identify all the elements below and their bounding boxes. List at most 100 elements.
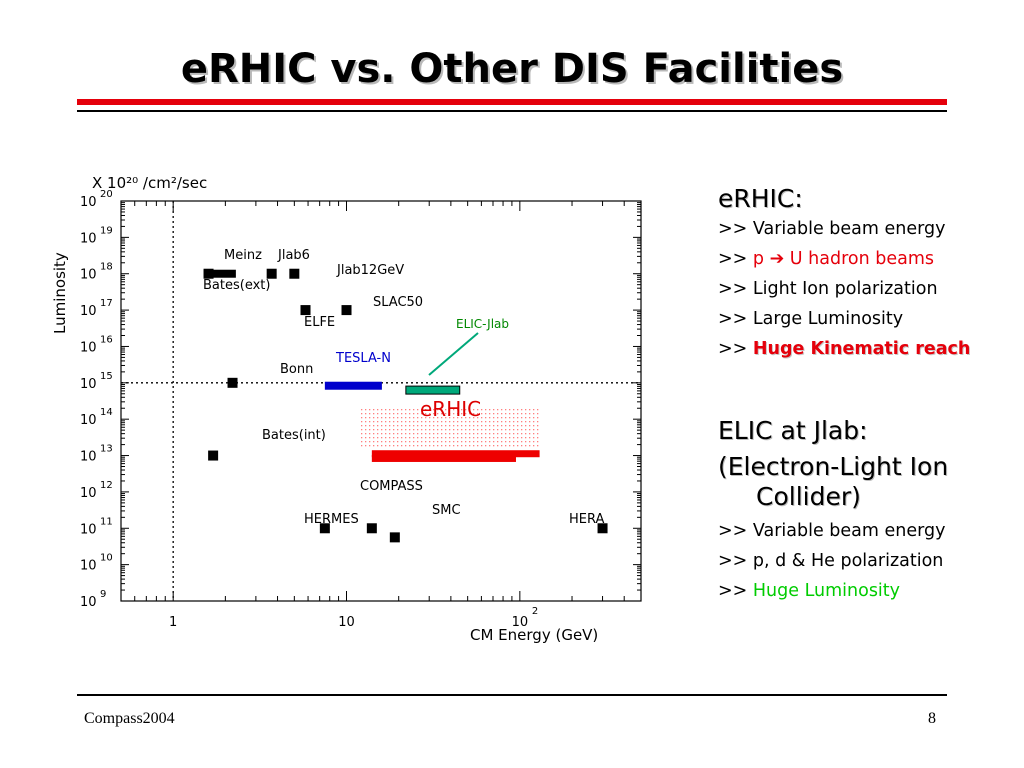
label-elfe: ELFE [304, 315, 335, 330]
elic-item-2-text: p, d & He polarization [752, 551, 944, 571]
point-smc [389, 532, 400, 543]
y-tick-label: 10 [80, 195, 97, 210]
range-bar-elic-jlab [405, 385, 461, 395]
plot-frame [120, 200, 642, 602]
y-tick-label-exponent: 9 [100, 589, 106, 600]
x-tick-label: 10 [338, 615, 355, 630]
y-tick-label-exponent: 13 [100, 444, 113, 455]
label-bates-int: Bates(int) [262, 428, 326, 443]
point-elfe [300, 305, 311, 316]
slide-title: eRHIC vs. Other DIS Facilities [180, 46, 844, 92]
label-slac50: SLAC50 [373, 295, 423, 310]
y-unit-label: X 10²⁰ /cm²/sec [92, 174, 207, 192]
erhic-item-2: >> p ➔ U hadron beams [718, 244, 1024, 274]
erhic-region [360, 408, 540, 449]
elic-item-3-text: Huge Luminosity [752, 581, 901, 601]
point-meinz [203, 268, 214, 279]
range-bar-tesla-n [324, 381, 382, 390]
label-elic-jlab: ELIC-Jlab [456, 317, 509, 331]
range-bar-erhic [371, 454, 516, 462]
erhic-item-2-p: p [752, 249, 770, 269]
y-tick-label: 10 [80, 486, 97, 501]
erhic-item-5-text: Huge Kinematic reach [752, 339, 971, 359]
label-erhic: eRHIC [420, 397, 481, 421]
point-bonn [227, 377, 238, 388]
bullet-prefix: >> [718, 339, 753, 359]
y-tick-label-exponent: 18 [100, 262, 113, 273]
y-axis-label: Luminosity [51, 252, 69, 334]
label-meinz: Meinz [224, 248, 262, 263]
label-bates-ext: Bates(ext) [203, 278, 270, 293]
elic-heading-1: ELIC at Jlab: [718, 416, 868, 445]
elic-heading-3: Collider) [756, 482, 861, 511]
erhic-item-2-text: U hadron beams [784, 249, 935, 269]
erhic-item-5: >> Huge Kinematic reach [718, 334, 1024, 364]
bullet-prefix: >> [718, 219, 753, 239]
y-tick-label: 10 [80, 304, 97, 319]
x-axis-label: CM Energy (GeV) [470, 626, 598, 644]
y-tick-label-exponent: 20 [100, 189, 113, 200]
erhic-item-3-text: Light Ion polarization [752, 279, 938, 299]
point-hermes [319, 523, 330, 534]
point-slac50 [341, 305, 352, 316]
elic-item-1-text: Variable beam energy [752, 521, 946, 541]
y-tick-label-exponent: 17 [100, 298, 113, 309]
erhic-item-1-text: Variable beam energy [752, 219, 946, 239]
point-hera [597, 523, 608, 534]
label-hera: HERA [569, 512, 604, 527]
footer-left: Compass2004 [84, 710, 175, 727]
y-tick-label: 10 [80, 522, 97, 537]
erhic-item-1: >> Variable beam energy [718, 214, 1024, 244]
arrow-right-icon: ➔ [769, 249, 785, 269]
point-bates-int [208, 450, 219, 461]
label-bonn: Bonn [280, 362, 313, 377]
erhic-item-4: >> Large Luminosity [718, 304, 1024, 334]
y-tick-label: 10 [80, 595, 97, 610]
elic-heading-2: (Electron-Light Ion [718, 452, 949, 481]
bullet-prefix: >> [718, 581, 753, 601]
elic-item-2: >> p, d & He polarization [718, 546, 1024, 576]
y-tick-label-exponent: 10 [100, 553, 113, 564]
point-jlab6 [266, 268, 277, 279]
side-panel: eRHIC: >> Variable beam energy >> p ➔ U … [718, 184, 1024, 606]
y-tick-label-exponent: 15 [100, 371, 113, 382]
x-tick-label: 10 [512, 615, 529, 630]
y-tick-label: 10 [80, 231, 97, 246]
bullet-prefix: >> [718, 249, 753, 269]
x-tick-label: 1 [169, 615, 177, 630]
y-tick-label-exponent: 14 [100, 407, 113, 418]
label-smc: SMC [432, 503, 461, 518]
y-tick-label-exponent: 11 [100, 516, 113, 527]
label-hermes: HERMES [304, 512, 359, 527]
label-jlab12gev: Jlab12GeV [336, 263, 404, 278]
range-bar-erhic [371, 450, 540, 458]
y-tick-label-exponent: 19 [100, 225, 113, 236]
bullet-prefix: >> [718, 279, 753, 299]
title-rule-red [77, 99, 947, 105]
elic-item-1: >> Variable beam energy [718, 516, 1024, 546]
erhic-heading: eRHIC: [718, 184, 803, 213]
x-tick-label-exponent: 2 [532, 606, 538, 617]
label-jlab6: Jlab6 [277, 248, 310, 263]
y-tick-label: 10 [80, 340, 97, 355]
footer-rule [77, 694, 947, 696]
y-tick-label-exponent: 12 [100, 480, 113, 491]
elic-item-3: >> Huge Luminosity [718, 576, 1024, 606]
title-rule-black [77, 110, 947, 112]
label-tesla-n: TESLA-N [335, 351, 391, 366]
y-tick-label-exponent: 16 [100, 334, 113, 345]
elic-jlab-pointer [428, 332, 479, 376]
page-number: 8 [928, 710, 936, 727]
y-tick-label: 10 [80, 450, 97, 465]
point-jlab12gev [289, 268, 300, 279]
label-compass: COMPASS [360, 479, 423, 494]
y-tick-label: 10 [80, 377, 97, 392]
erhic-item-3: >> Light Ion polarization [718, 274, 1024, 304]
y-tick-label: 10 [80, 559, 97, 574]
luminosity-energy-chart: X 10²⁰ /cm²/sec Luminosity CM Energy (Ge… [51, 174, 642, 644]
bullet-prefix: >> [718, 521, 753, 541]
range-bar-meinz-bates-ext [203, 269, 236, 278]
y-tick-label: 10 [80, 413, 97, 428]
bullet-prefix: >> [718, 309, 753, 329]
y-tick-label: 10 [80, 268, 97, 283]
